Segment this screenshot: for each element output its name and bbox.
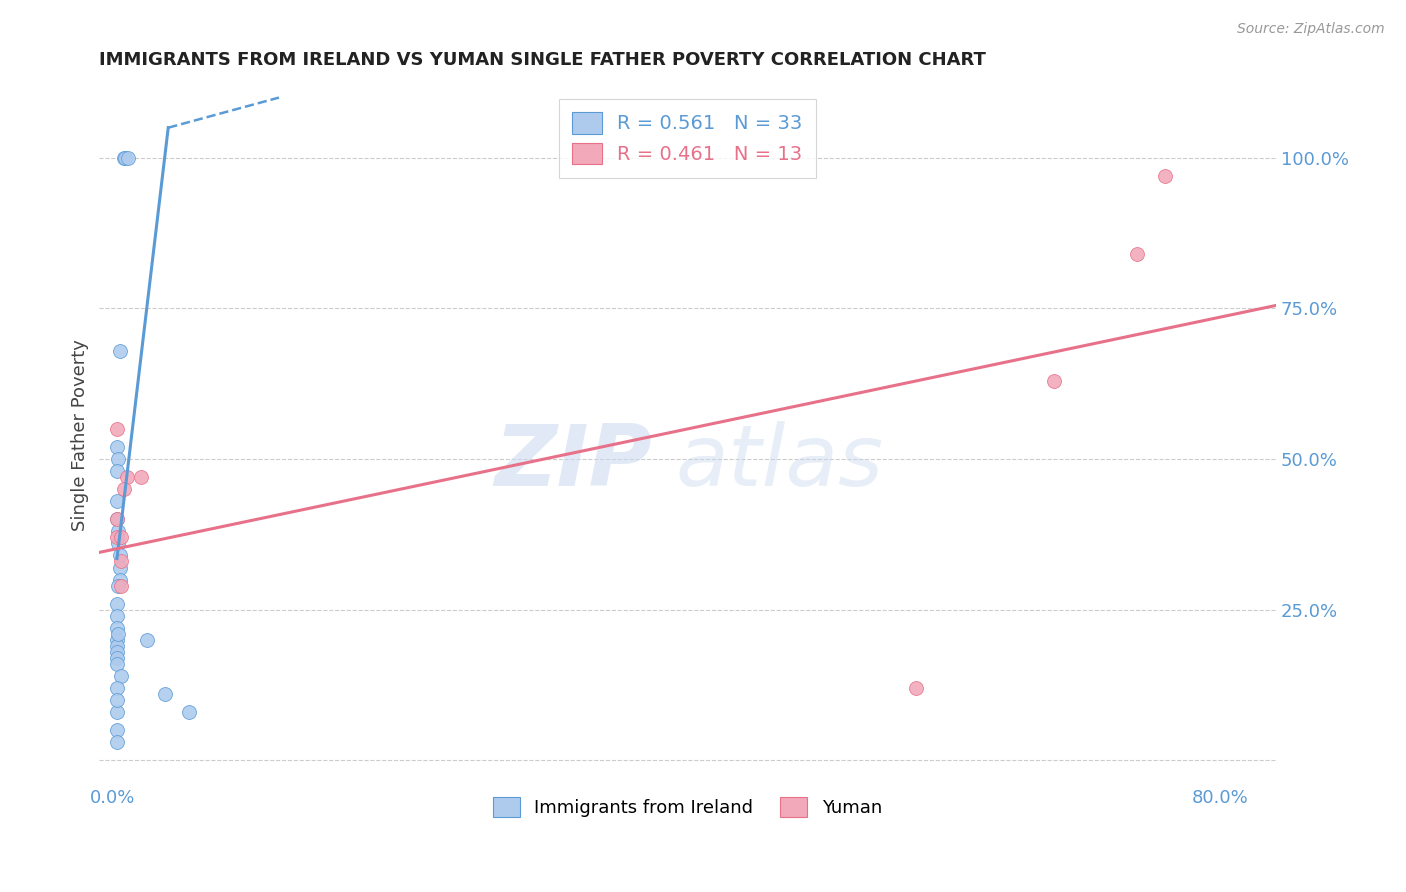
Point	[105, 705, 128, 719]
Point	[105, 681, 128, 695]
Point	[107, 524, 129, 539]
Point	[110, 669, 132, 683]
Point	[108, 573, 131, 587]
Text: Source: ZipAtlas.com: Source: ZipAtlas.com	[1237, 22, 1385, 37]
Point	[155, 687, 177, 701]
Point	[105, 608, 128, 623]
Point	[107, 627, 129, 641]
Point	[105, 645, 128, 659]
Point	[105, 657, 128, 671]
Point	[105, 464, 128, 478]
Point	[110, 554, 132, 568]
Point	[114, 151, 136, 165]
Point	[105, 512, 128, 526]
Point	[1154, 169, 1177, 183]
Y-axis label: Single Father Poverty: Single Father Poverty	[72, 339, 89, 531]
Point	[1126, 247, 1149, 261]
Legend: Immigrants from Ireland, Yuman: Immigrants from Ireland, Yuman	[485, 790, 890, 824]
Point	[1043, 374, 1066, 388]
Point	[105, 723, 128, 738]
Point	[105, 632, 128, 647]
Point	[105, 693, 128, 707]
Point	[110, 530, 132, 544]
Point	[107, 579, 129, 593]
Point	[108, 343, 131, 358]
Text: IMMIGRANTS FROM IRELAND VS YUMAN SINGLE FATHER POVERTY CORRELATION CHART: IMMIGRANTS FROM IRELAND VS YUMAN SINGLE …	[98, 51, 986, 69]
Point	[904, 681, 927, 695]
Point	[177, 705, 200, 719]
Point	[110, 579, 132, 593]
Point	[105, 530, 128, 544]
Point	[112, 151, 135, 165]
Point	[105, 422, 128, 436]
Point	[129, 470, 152, 484]
Point	[107, 452, 129, 467]
Point	[108, 560, 131, 574]
Point	[112, 482, 135, 496]
Text: ZIP: ZIP	[495, 421, 652, 505]
Point	[105, 621, 128, 635]
Point	[105, 494, 128, 508]
Point	[136, 632, 159, 647]
Point	[107, 536, 129, 550]
Point	[105, 735, 128, 749]
Point	[115, 470, 138, 484]
Point	[117, 151, 139, 165]
Point	[105, 512, 128, 526]
Point	[105, 440, 128, 454]
Point	[105, 597, 128, 611]
Point	[105, 651, 128, 665]
Point	[108, 549, 131, 563]
Point	[105, 639, 128, 653]
Text: atlas: atlas	[676, 421, 884, 505]
